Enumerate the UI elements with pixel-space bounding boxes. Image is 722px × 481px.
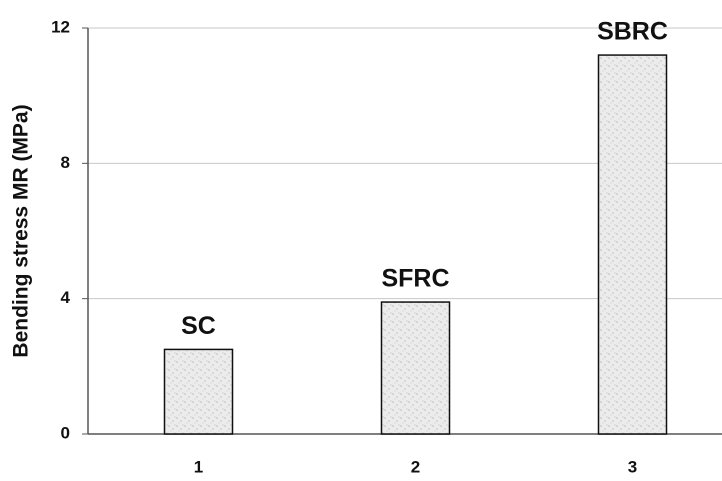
bar: [599, 55, 667, 434]
chart: Bending stress MR (MPa) 0 4 8 12 1 SC 2 SFRC 3 SB…: [0, 0, 722, 481]
x-tick-label: 2: [411, 457, 420, 476]
y-tick-label: 0: [61, 423, 70, 442]
y-tick-label: 12: [51, 17, 70, 36]
y-axis-label: Bending stress MR (MPa): [10, 104, 33, 357]
bar-label: SFRC: [381, 265, 449, 293]
bar-label: SBRC: [597, 18, 668, 46]
x-tick-label: 3: [628, 457, 637, 476]
x-tick-label: 1: [194, 457, 203, 476]
y-tick-label: 8: [61, 153, 70, 172]
y-tick-label: 4: [61, 288, 71, 307]
bar: [382, 302, 450, 434]
bar-label: SC: [181, 312, 216, 340]
bar: [165, 349, 233, 434]
